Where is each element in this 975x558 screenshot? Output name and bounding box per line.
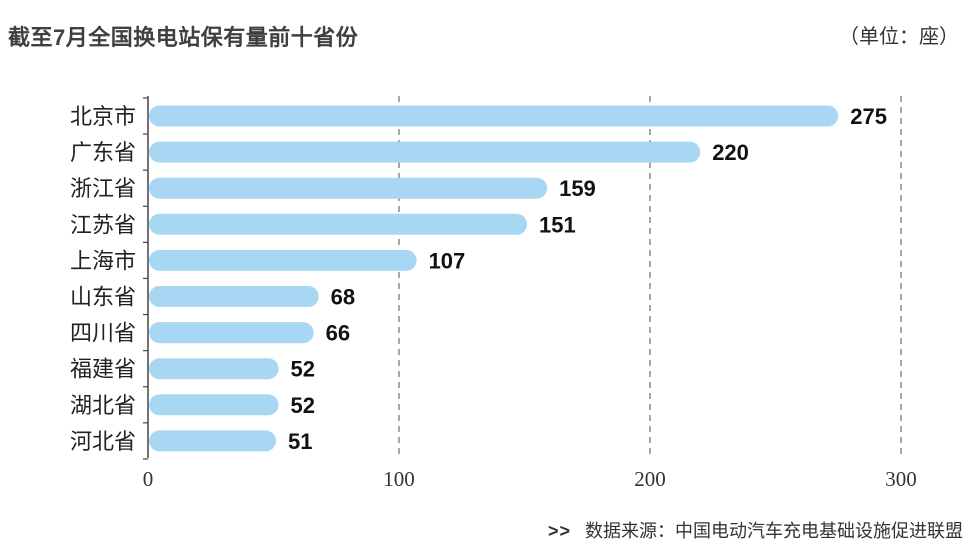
bar-9 xyxy=(149,394,279,416)
bar-6 xyxy=(149,286,319,307)
value-label: 68 xyxy=(331,285,355,310)
category-label: 山东省 xyxy=(70,286,136,311)
value-label: 52 xyxy=(291,393,315,418)
value-label: 159 xyxy=(559,176,596,201)
value-label: 107 xyxy=(429,248,466,273)
category-label: 江苏省 xyxy=(70,213,136,238)
category-label: 广东省 xyxy=(70,141,136,166)
bar-3 xyxy=(149,177,548,199)
value-label: 275 xyxy=(850,104,887,129)
category-label: 四川省 xyxy=(70,322,136,347)
chart-title: 截至7月全国换电站保有量前十省份 xyxy=(8,25,359,50)
bar-10 xyxy=(149,430,277,452)
bar-2 xyxy=(149,141,701,163)
unit-label: （单位：座） xyxy=(839,26,959,48)
category-label: 福建省 xyxy=(70,358,136,383)
category-label: 上海市 xyxy=(70,249,136,274)
category-label: 北京市 xyxy=(70,105,136,130)
bar-1 xyxy=(149,105,839,127)
x-tick-label: 0 xyxy=(143,467,154,491)
bar-4 xyxy=(149,213,528,235)
category-label: 湖北省 xyxy=(70,394,136,419)
x-tick-label: 100 xyxy=(383,467,415,491)
value-label: 151 xyxy=(539,212,576,237)
source-note: >> 数据来源：中国电动汽车充电基础设施促进联盟 xyxy=(548,517,963,543)
source-text: 数据来源：中国电动汽车充电基础设施促进联盟 xyxy=(585,521,963,541)
bar-5 xyxy=(149,249,417,271)
value-label: 51 xyxy=(288,429,312,454)
category-label: 浙江省 xyxy=(70,177,136,202)
x-tick-label: 300 xyxy=(885,467,917,491)
value-label: 52 xyxy=(291,357,315,382)
category-label: 河北省 xyxy=(70,430,136,455)
x-tick-label: 200 xyxy=(634,467,666,491)
source-arrows: >> xyxy=(547,521,571,541)
bar-8 xyxy=(149,358,279,380)
value-label: 66 xyxy=(326,321,350,346)
bar-7 xyxy=(149,322,314,344)
value-label: 220 xyxy=(712,140,749,165)
